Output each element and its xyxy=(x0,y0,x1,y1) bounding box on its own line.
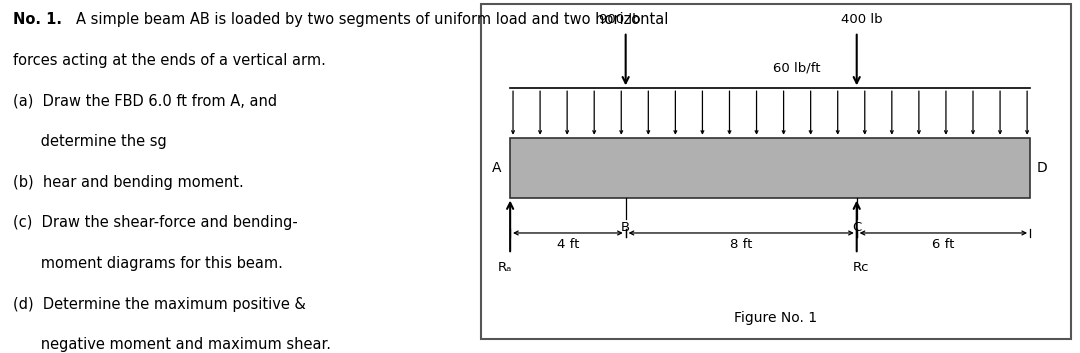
Text: (d)  Determine the maximum positive &: (d) Determine the maximum positive & xyxy=(13,297,306,311)
Text: B: B xyxy=(621,221,631,234)
Text: (a)  Draw the FBD 6.0 ft from A, and: (a) Draw the FBD 6.0 ft from A, and xyxy=(13,94,278,108)
Text: (b)  hear and bending moment.: (b) hear and bending moment. xyxy=(13,175,244,190)
Text: negative moment and maximum shear.: negative moment and maximum shear. xyxy=(13,337,330,352)
Text: Rᴄ: Rᴄ xyxy=(853,261,869,274)
Text: 8 ft: 8 ft xyxy=(730,238,753,251)
Text: 60 lb/ft: 60 lb/ft xyxy=(773,61,821,74)
Text: Rₐ: Rₐ xyxy=(498,261,512,274)
Bar xyxy=(510,138,1030,198)
Text: C: C xyxy=(852,221,862,234)
Text: 900 lb: 900 lb xyxy=(599,13,642,26)
Text: No. 1.: No. 1. xyxy=(13,12,62,27)
Text: 400 lb: 400 lb xyxy=(841,13,883,26)
Text: (c)  Draw the shear-force and bending-: (c) Draw the shear-force and bending- xyxy=(13,215,298,230)
Text: A: A xyxy=(492,161,501,175)
Text: Figure No. 1: Figure No. 1 xyxy=(734,311,818,325)
Text: moment diagrams for this beam.: moment diagrams for this beam. xyxy=(13,256,283,271)
Text: forces acting at the ends of a vertical arm.: forces acting at the ends of a vertical … xyxy=(13,53,326,68)
Text: 4 ft: 4 ft xyxy=(556,238,579,251)
Text: 6 ft: 6 ft xyxy=(932,238,955,251)
Text: D: D xyxy=(1037,161,1048,175)
Text: A simple beam AB is loaded by two segments of uniform load and two horizontal: A simple beam AB is loaded by two segmen… xyxy=(76,12,667,27)
Text: determine the sg: determine the sg xyxy=(13,134,166,149)
Bar xyxy=(481,4,1071,339)
